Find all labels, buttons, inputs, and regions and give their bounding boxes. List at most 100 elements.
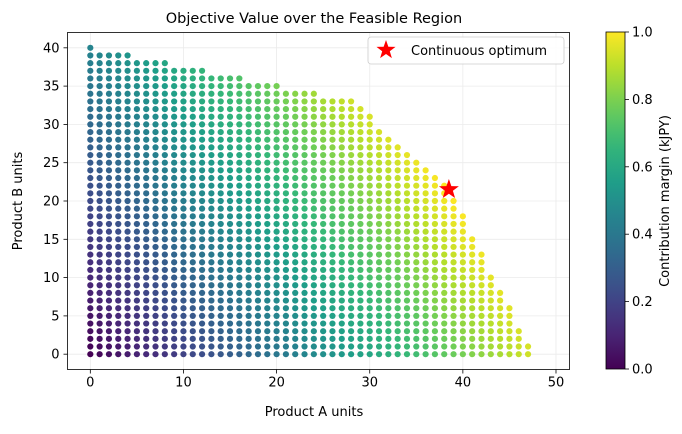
- data-point: [348, 205, 355, 212]
- data-point: [310, 105, 317, 113]
- data-point: [180, 182, 187, 189]
- data-point: [87, 328, 94, 335]
- data-point: [161, 289, 168, 297]
- data-point: [133, 174, 140, 182]
- data-point: [478, 335, 485, 342]
- data-point: [431, 174, 439, 182]
- data-point: [394, 243, 401, 251]
- data-point: [282, 343, 289, 350]
- data-point: [96, 60, 103, 67]
- data-point: [310, 236, 317, 243]
- data-point: [115, 136, 122, 143]
- data-point: [301, 159, 308, 166]
- data-point: [152, 197, 159, 205]
- data-point: [189, 351, 196, 358]
- data-point: [236, 297, 243, 304]
- data-point: [329, 351, 336, 358]
- data-point: [217, 305, 224, 312]
- data-point: [292, 167, 299, 174]
- data-point: [301, 289, 308, 297]
- data-point: [115, 351, 122, 358]
- data-point: [506, 351, 513, 358]
- data-point: [459, 343, 466, 350]
- data-point: [310, 343, 317, 350]
- data-point: [124, 121, 131, 128]
- data-point: [375, 243, 383, 251]
- data-point: [273, 220, 280, 228]
- data-point: [310, 259, 317, 266]
- y-tick-label: 25: [43, 156, 60, 171]
- data-point: [208, 289, 215, 297]
- data-point: [124, 205, 131, 212]
- data-point: [394, 182, 401, 189]
- data-point: [413, 335, 420, 342]
- data-point: [413, 312, 420, 319]
- data-point: [133, 305, 140, 312]
- data-point: [226, 282, 234, 289]
- data-point: [366, 282, 373, 289]
- data-point: [310, 121, 317, 128]
- data-point: [236, 320, 243, 327]
- data-point: [450, 282, 457, 289]
- data-point: [366, 236, 373, 243]
- data-point: [441, 305, 448, 312]
- data-point: [161, 205, 168, 212]
- data-point: [143, 90, 150, 97]
- data-point: [105, 220, 113, 228]
- data-point: [152, 67, 159, 74]
- data-point: [273, 159, 280, 166]
- data-point: [133, 328, 140, 335]
- data-point: [198, 351, 206, 358]
- data-point: [375, 328, 383, 335]
- data-point: [348, 113, 355, 120]
- data-point: [217, 136, 224, 143]
- data-point: [236, 236, 243, 243]
- data-point: [105, 197, 113, 205]
- data-point: [115, 312, 122, 319]
- data-point: [115, 83, 122, 90]
- data-point: [226, 289, 234, 297]
- data-point: [385, 228, 392, 235]
- data-point: [329, 305, 336, 312]
- data-point: [441, 243, 448, 251]
- data-point: [478, 351, 485, 358]
- data-point: [413, 343, 420, 350]
- data-point: [310, 205, 317, 212]
- data-point: [254, 243, 262, 251]
- data-point: [161, 351, 168, 358]
- data-point: [357, 274, 364, 281]
- data-point: [469, 289, 476, 297]
- data-point: [366, 167, 373, 174]
- data-point: [161, 236, 168, 243]
- data-point: [254, 220, 262, 228]
- data-point: [338, 312, 345, 319]
- data-point: [413, 243, 420, 251]
- colorbar-tick-label: 1.0: [632, 26, 653, 41]
- data-point: [161, 83, 168, 90]
- data-point: [292, 328, 299, 335]
- data-point: [96, 136, 103, 143]
- data-point: [301, 182, 308, 189]
- data-point: [236, 343, 243, 350]
- data-point: [180, 312, 187, 319]
- data-point: [254, 128, 262, 136]
- data-point: [115, 159, 122, 166]
- data-point: [124, 113, 131, 120]
- data-point: [478, 251, 485, 258]
- data-point: [375, 266, 383, 274]
- data-point: [236, 220, 243, 228]
- data-point: [143, 259, 150, 266]
- data-point: [87, 75, 94, 82]
- data-point: [152, 159, 159, 166]
- data-point: [124, 320, 131, 327]
- data-point: [431, 236, 439, 243]
- data-point: [143, 67, 150, 74]
- data-point: [385, 182, 392, 189]
- data-point: [161, 67, 168, 74]
- data-point: [273, 274, 280, 281]
- data-point: [245, 136, 252, 143]
- legend-entry-optimum: Continuous optimum: [411, 44, 547, 59]
- data-point: [273, 90, 280, 97]
- data-point: [357, 159, 364, 166]
- data-point: [375, 282, 383, 289]
